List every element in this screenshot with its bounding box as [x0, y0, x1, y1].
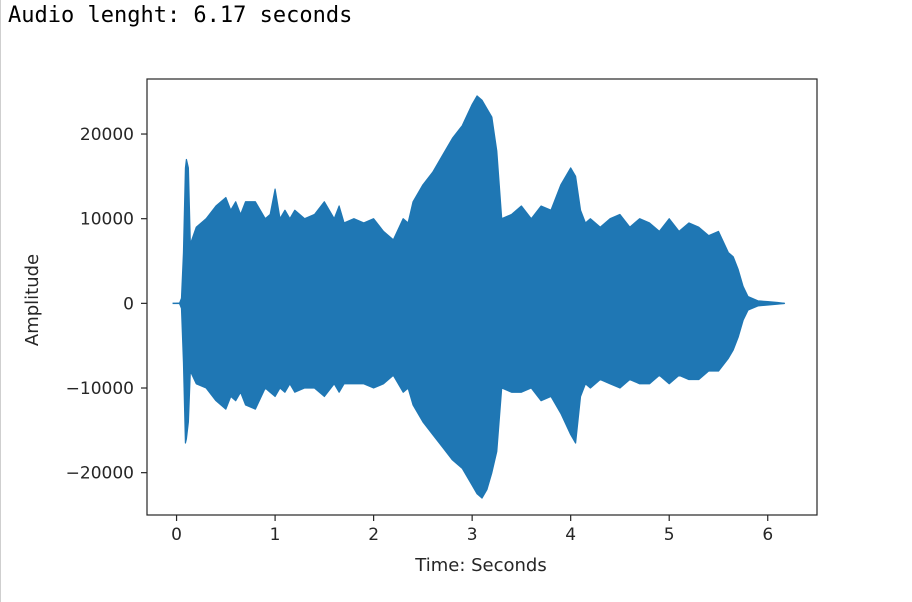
y-tick-label: −20000 [66, 464, 134, 484]
y-tick-label: 0 [123, 294, 134, 314]
y-axis-label: Amplitude [22, 254, 43, 346]
x-tick-label: 5 [664, 525, 675, 545]
y-tick-label: 10000 [80, 210, 134, 230]
x-tick-label: 6 [762, 525, 773, 545]
x-tick-label: 4 [565, 525, 576, 545]
plot-frame [146, 78, 818, 516]
x-axis: 0 1 2 3 4 5 6 [171, 515, 773, 545]
notebook-gutter-rule [0, 0, 1, 602]
waveform-series-0 [175, 95, 786, 499]
y-tick-label: −10000 [66, 379, 134, 399]
y-axis: 20000 10000 0 −10000 −20000 [66, 125, 147, 484]
x-tick-label: 3 [467, 525, 478, 545]
x-tick-label: 0 [171, 525, 182, 545]
x-tick-label: 1 [270, 525, 281, 545]
x-tick-label: 2 [368, 525, 379, 545]
x-axis-label: Time: Seconds [414, 555, 546, 576]
y-tick-label: 20000 [80, 125, 134, 145]
console-output-line: Audio lenght: 6.17 seconds [8, 3, 353, 28]
plot-area [146, 78, 818, 516]
